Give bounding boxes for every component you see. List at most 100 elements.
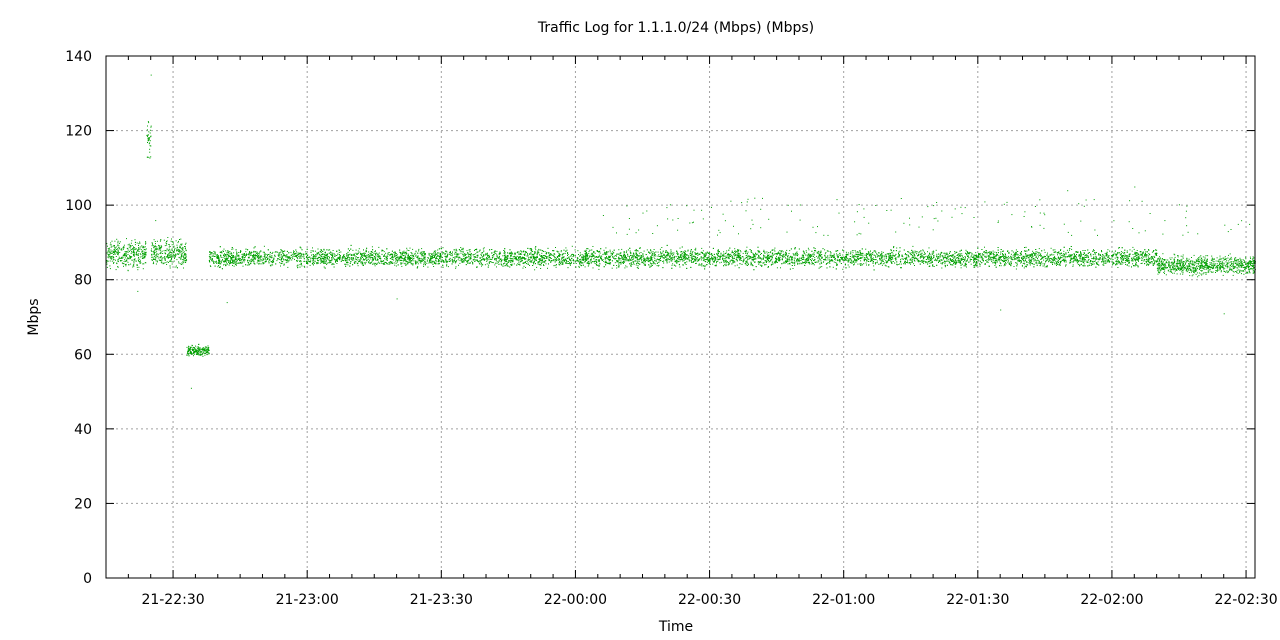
data-point xyxy=(691,257,693,259)
data-point xyxy=(295,254,297,256)
data-point xyxy=(585,254,587,255)
data-point xyxy=(202,347,204,349)
data-point xyxy=(110,257,112,259)
data-point xyxy=(202,355,204,357)
data-point xyxy=(180,264,182,265)
data-point xyxy=(522,256,524,258)
data-point xyxy=(930,258,932,260)
data-point xyxy=(616,265,618,266)
data-point xyxy=(790,261,792,263)
data-point xyxy=(928,258,930,260)
data-point xyxy=(679,254,681,256)
data-point xyxy=(138,257,139,259)
data-point xyxy=(172,253,174,255)
data-point xyxy=(774,250,776,252)
data-point xyxy=(179,246,181,248)
data-point xyxy=(804,253,806,255)
data-point xyxy=(792,257,793,259)
data-point xyxy=(182,246,184,248)
data-point xyxy=(446,263,448,265)
data-point xyxy=(168,250,170,252)
data-point xyxy=(223,264,224,266)
data-point xyxy=(1024,255,1026,257)
data-point xyxy=(125,252,127,254)
data-point xyxy=(187,349,189,351)
data-point xyxy=(197,352,198,354)
data-point xyxy=(529,258,531,260)
data-point xyxy=(787,255,789,257)
data-point xyxy=(813,255,814,257)
data-point xyxy=(133,246,134,248)
data-point xyxy=(694,260,696,262)
data-point xyxy=(679,247,681,249)
data-point xyxy=(496,250,498,252)
data-point xyxy=(565,250,567,252)
data-point xyxy=(736,250,738,252)
data-point xyxy=(145,241,146,243)
data-point xyxy=(183,259,185,261)
data-point xyxy=(164,258,166,260)
data-point xyxy=(654,254,656,255)
data-point xyxy=(182,250,184,252)
data-point xyxy=(178,250,179,252)
data-point xyxy=(220,263,222,265)
data-point xyxy=(878,252,879,254)
data-point xyxy=(195,348,197,350)
data-point xyxy=(820,260,822,262)
data-point xyxy=(462,253,463,255)
data-point xyxy=(166,264,168,265)
data-point xyxy=(129,244,131,246)
data-point xyxy=(401,265,403,267)
data-point xyxy=(868,251,870,253)
data-point xyxy=(122,257,124,259)
data-point xyxy=(985,251,987,253)
data-point xyxy=(147,140,149,142)
data-point xyxy=(1099,254,1101,255)
data-point xyxy=(814,257,816,259)
data-point xyxy=(546,251,548,253)
data-point xyxy=(365,254,367,256)
data-point xyxy=(839,259,841,261)
data-point xyxy=(138,253,139,255)
data-point xyxy=(1134,259,1136,261)
data-point xyxy=(1136,264,1138,266)
data-point xyxy=(596,265,598,266)
data-point xyxy=(268,260,270,262)
data-point xyxy=(1007,261,1009,263)
data-point xyxy=(204,348,206,350)
data-point xyxy=(189,352,191,354)
data-point xyxy=(121,248,123,250)
data-point xyxy=(184,259,186,261)
data-point xyxy=(911,257,913,259)
data-point xyxy=(540,249,542,251)
data-point xyxy=(140,262,142,264)
data-point xyxy=(181,253,183,254)
data-point xyxy=(152,244,154,246)
data-point xyxy=(455,266,457,268)
data-point xyxy=(183,255,185,257)
data-point xyxy=(671,264,673,266)
data-point xyxy=(140,254,142,256)
data-point xyxy=(133,249,135,251)
data-point xyxy=(430,256,432,258)
data-point xyxy=(1014,255,1016,256)
data-point xyxy=(314,262,315,264)
data-point xyxy=(222,257,224,259)
data-point xyxy=(154,245,156,247)
data-point xyxy=(147,136,148,138)
data-point xyxy=(400,262,402,264)
data-point xyxy=(1135,260,1137,262)
data-point xyxy=(932,250,934,252)
data-point xyxy=(1123,253,1125,255)
data-point xyxy=(548,256,550,258)
data-point xyxy=(514,255,516,257)
data-point xyxy=(520,258,521,260)
data-point xyxy=(737,252,739,254)
data-point xyxy=(701,247,703,249)
data-point xyxy=(149,132,151,134)
data-point xyxy=(134,249,136,251)
data-point xyxy=(539,264,540,266)
data-point xyxy=(257,253,259,255)
data-point xyxy=(757,253,759,255)
data-point xyxy=(820,257,822,259)
